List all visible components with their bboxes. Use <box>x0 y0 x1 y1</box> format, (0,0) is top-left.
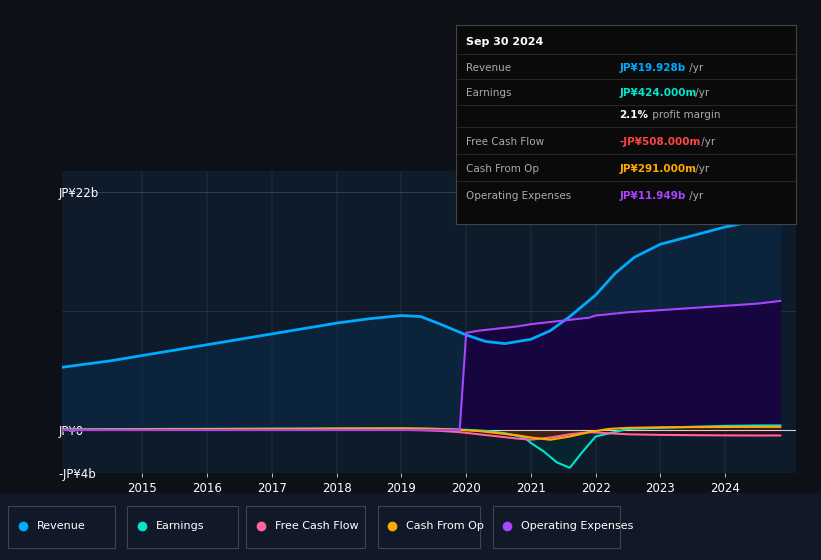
Text: /yr: /yr <box>698 137 715 147</box>
Text: JP¥424.000m: JP¥424.000m <box>619 88 696 99</box>
Text: Operating Expenses: Operating Expenses <box>466 190 571 200</box>
Text: /yr: /yr <box>686 63 703 73</box>
Text: Cash From Op: Cash From Op <box>406 521 484 531</box>
Text: /yr: /yr <box>692 88 709 99</box>
Text: Sep 30 2024: Sep 30 2024 <box>466 37 544 47</box>
Text: Operating Expenses: Operating Expenses <box>521 521 634 531</box>
Text: 2.1%: 2.1% <box>619 110 649 120</box>
Text: JP¥19.928b: JP¥19.928b <box>619 63 686 73</box>
Text: /yr: /yr <box>692 164 709 174</box>
Text: Revenue: Revenue <box>466 63 511 73</box>
Text: Free Cash Flow: Free Cash Flow <box>275 521 359 531</box>
Text: JP¥11.949b: JP¥11.949b <box>619 190 686 200</box>
Text: -JP¥508.000m: -JP¥508.000m <box>619 137 700 147</box>
Text: Earnings: Earnings <box>156 521 204 531</box>
Text: Cash From Op: Cash From Op <box>466 164 539 174</box>
Text: /yr: /yr <box>686 190 703 200</box>
Text: JP¥291.000m: JP¥291.000m <box>619 164 696 174</box>
Text: Earnings: Earnings <box>466 88 511 99</box>
Text: Revenue: Revenue <box>37 521 85 531</box>
Text: profit margin: profit margin <box>649 110 720 120</box>
Text: Free Cash Flow: Free Cash Flow <box>466 137 544 147</box>
